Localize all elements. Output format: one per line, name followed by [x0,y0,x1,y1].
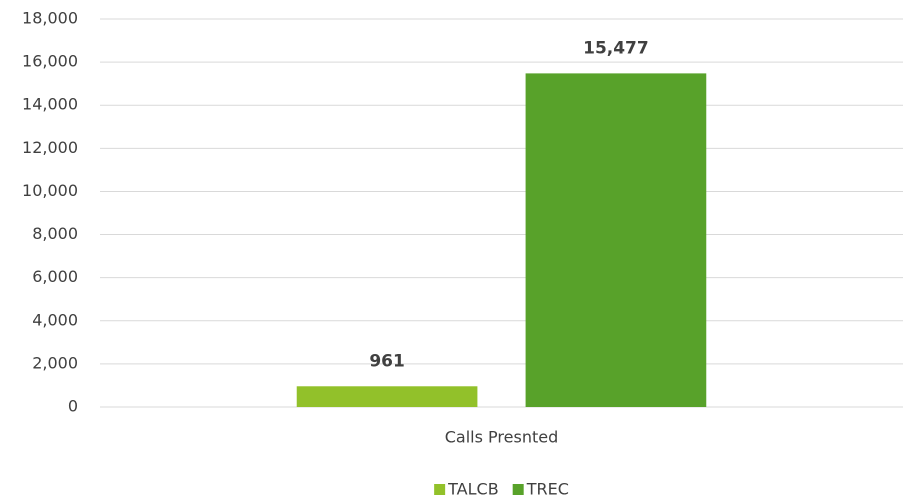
legend-label: TALCB [447,480,499,499]
y-tick-label: 16,000 [22,52,78,71]
data-label: 961 [369,351,405,371]
legend-label: TREC [526,480,569,499]
y-tick-label: 18,000 [22,9,78,28]
x-tick-label: Calls Presnted [445,428,558,447]
legend-swatch [512,484,524,495]
y-tick-label: 0 [68,397,78,416]
y-tick-label: 14,000 [22,95,78,114]
data-label: 15,477 [583,38,649,58]
y-tick-label: 10,000 [22,181,78,200]
bar [525,73,707,407]
legend-swatch [434,484,446,495]
y-tick-label: 2,000 [32,353,78,372]
y-tick-label: 8,000 [32,224,78,243]
bar [296,386,478,407]
y-tick-label: 4,000 [32,310,78,329]
y-tick-label: 12,000 [22,138,78,157]
y-tick-label: 6,000 [32,267,78,286]
